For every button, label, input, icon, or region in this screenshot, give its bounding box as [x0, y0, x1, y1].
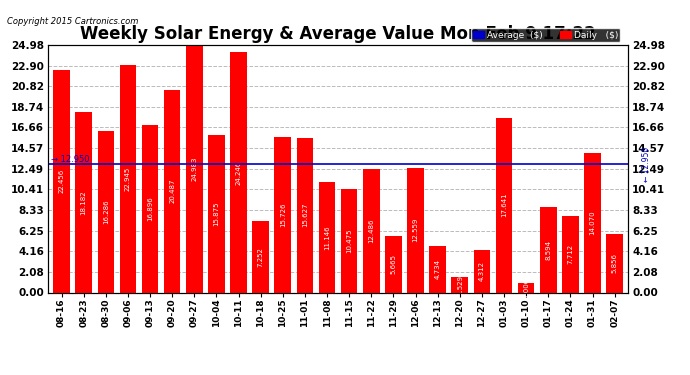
Bar: [164, 90, 181, 292]
Bar: [495, 118, 512, 292]
Text: 7.712: 7.712: [567, 244, 573, 264]
Text: 5.665: 5.665: [391, 254, 397, 274]
Bar: [385, 236, 402, 292]
Bar: [253, 220, 269, 292]
Bar: [363, 169, 380, 292]
Title: Weekly Solar Energy & Average Value Mon Feb 9 17:22: Weekly Solar Energy & Average Value Mon …: [80, 26, 596, 44]
Text: 1.006: 1.006: [523, 278, 529, 298]
Text: 16.286: 16.286: [103, 200, 109, 224]
Text: 11.146: 11.146: [324, 225, 330, 250]
Bar: [186, 45, 203, 292]
Text: 8.594: 8.594: [545, 240, 551, 260]
Bar: [230, 52, 247, 292]
Bar: [607, 234, 623, 292]
Bar: [75, 112, 92, 292]
Bar: [473, 250, 490, 292]
Text: 15.726: 15.726: [279, 202, 286, 227]
Text: ← 12.950: ← 12.950: [642, 147, 651, 182]
Text: 7.252: 7.252: [257, 247, 264, 267]
Text: 12.486: 12.486: [368, 218, 374, 243]
Bar: [119, 65, 136, 292]
Text: 4.734: 4.734: [435, 259, 441, 279]
Bar: [341, 189, 357, 292]
Text: 24.983: 24.983: [191, 156, 197, 181]
Text: Copyright 2015 Cartronics.com: Copyright 2015 Cartronics.com: [7, 17, 138, 26]
Text: 17.641: 17.641: [501, 193, 507, 217]
Text: 18.182: 18.182: [81, 190, 87, 215]
Bar: [451, 278, 468, 292]
Bar: [584, 153, 601, 292]
Text: 1.529: 1.529: [457, 275, 463, 295]
Text: 10.475: 10.475: [346, 228, 352, 253]
Bar: [141, 125, 159, 292]
Bar: [407, 168, 424, 292]
Bar: [562, 216, 579, 292]
Text: 12.559: 12.559: [413, 218, 419, 243]
Legend: Average  ($), Daily   ($): Average ($), Daily ($): [471, 28, 620, 42]
Text: 14.070: 14.070: [589, 210, 595, 235]
Bar: [297, 138, 313, 292]
Text: → 12.950: → 12.950: [50, 155, 89, 164]
Text: 22.456: 22.456: [59, 169, 65, 194]
Bar: [518, 282, 535, 292]
Bar: [97, 131, 114, 292]
Bar: [275, 137, 291, 292]
Bar: [208, 135, 225, 292]
Bar: [540, 207, 557, 292]
Text: 16.896: 16.896: [147, 196, 153, 221]
Text: 22.945: 22.945: [125, 167, 131, 191]
Text: 15.875: 15.875: [213, 202, 219, 226]
Text: 24.246: 24.246: [235, 160, 242, 184]
Text: 15.627: 15.627: [302, 203, 308, 227]
Text: 4.312: 4.312: [479, 261, 485, 281]
Bar: [319, 182, 335, 292]
Text: 20.487: 20.487: [169, 179, 175, 203]
Bar: [53, 70, 70, 292]
Text: 5.856: 5.856: [611, 254, 618, 273]
Bar: [429, 246, 446, 292]
